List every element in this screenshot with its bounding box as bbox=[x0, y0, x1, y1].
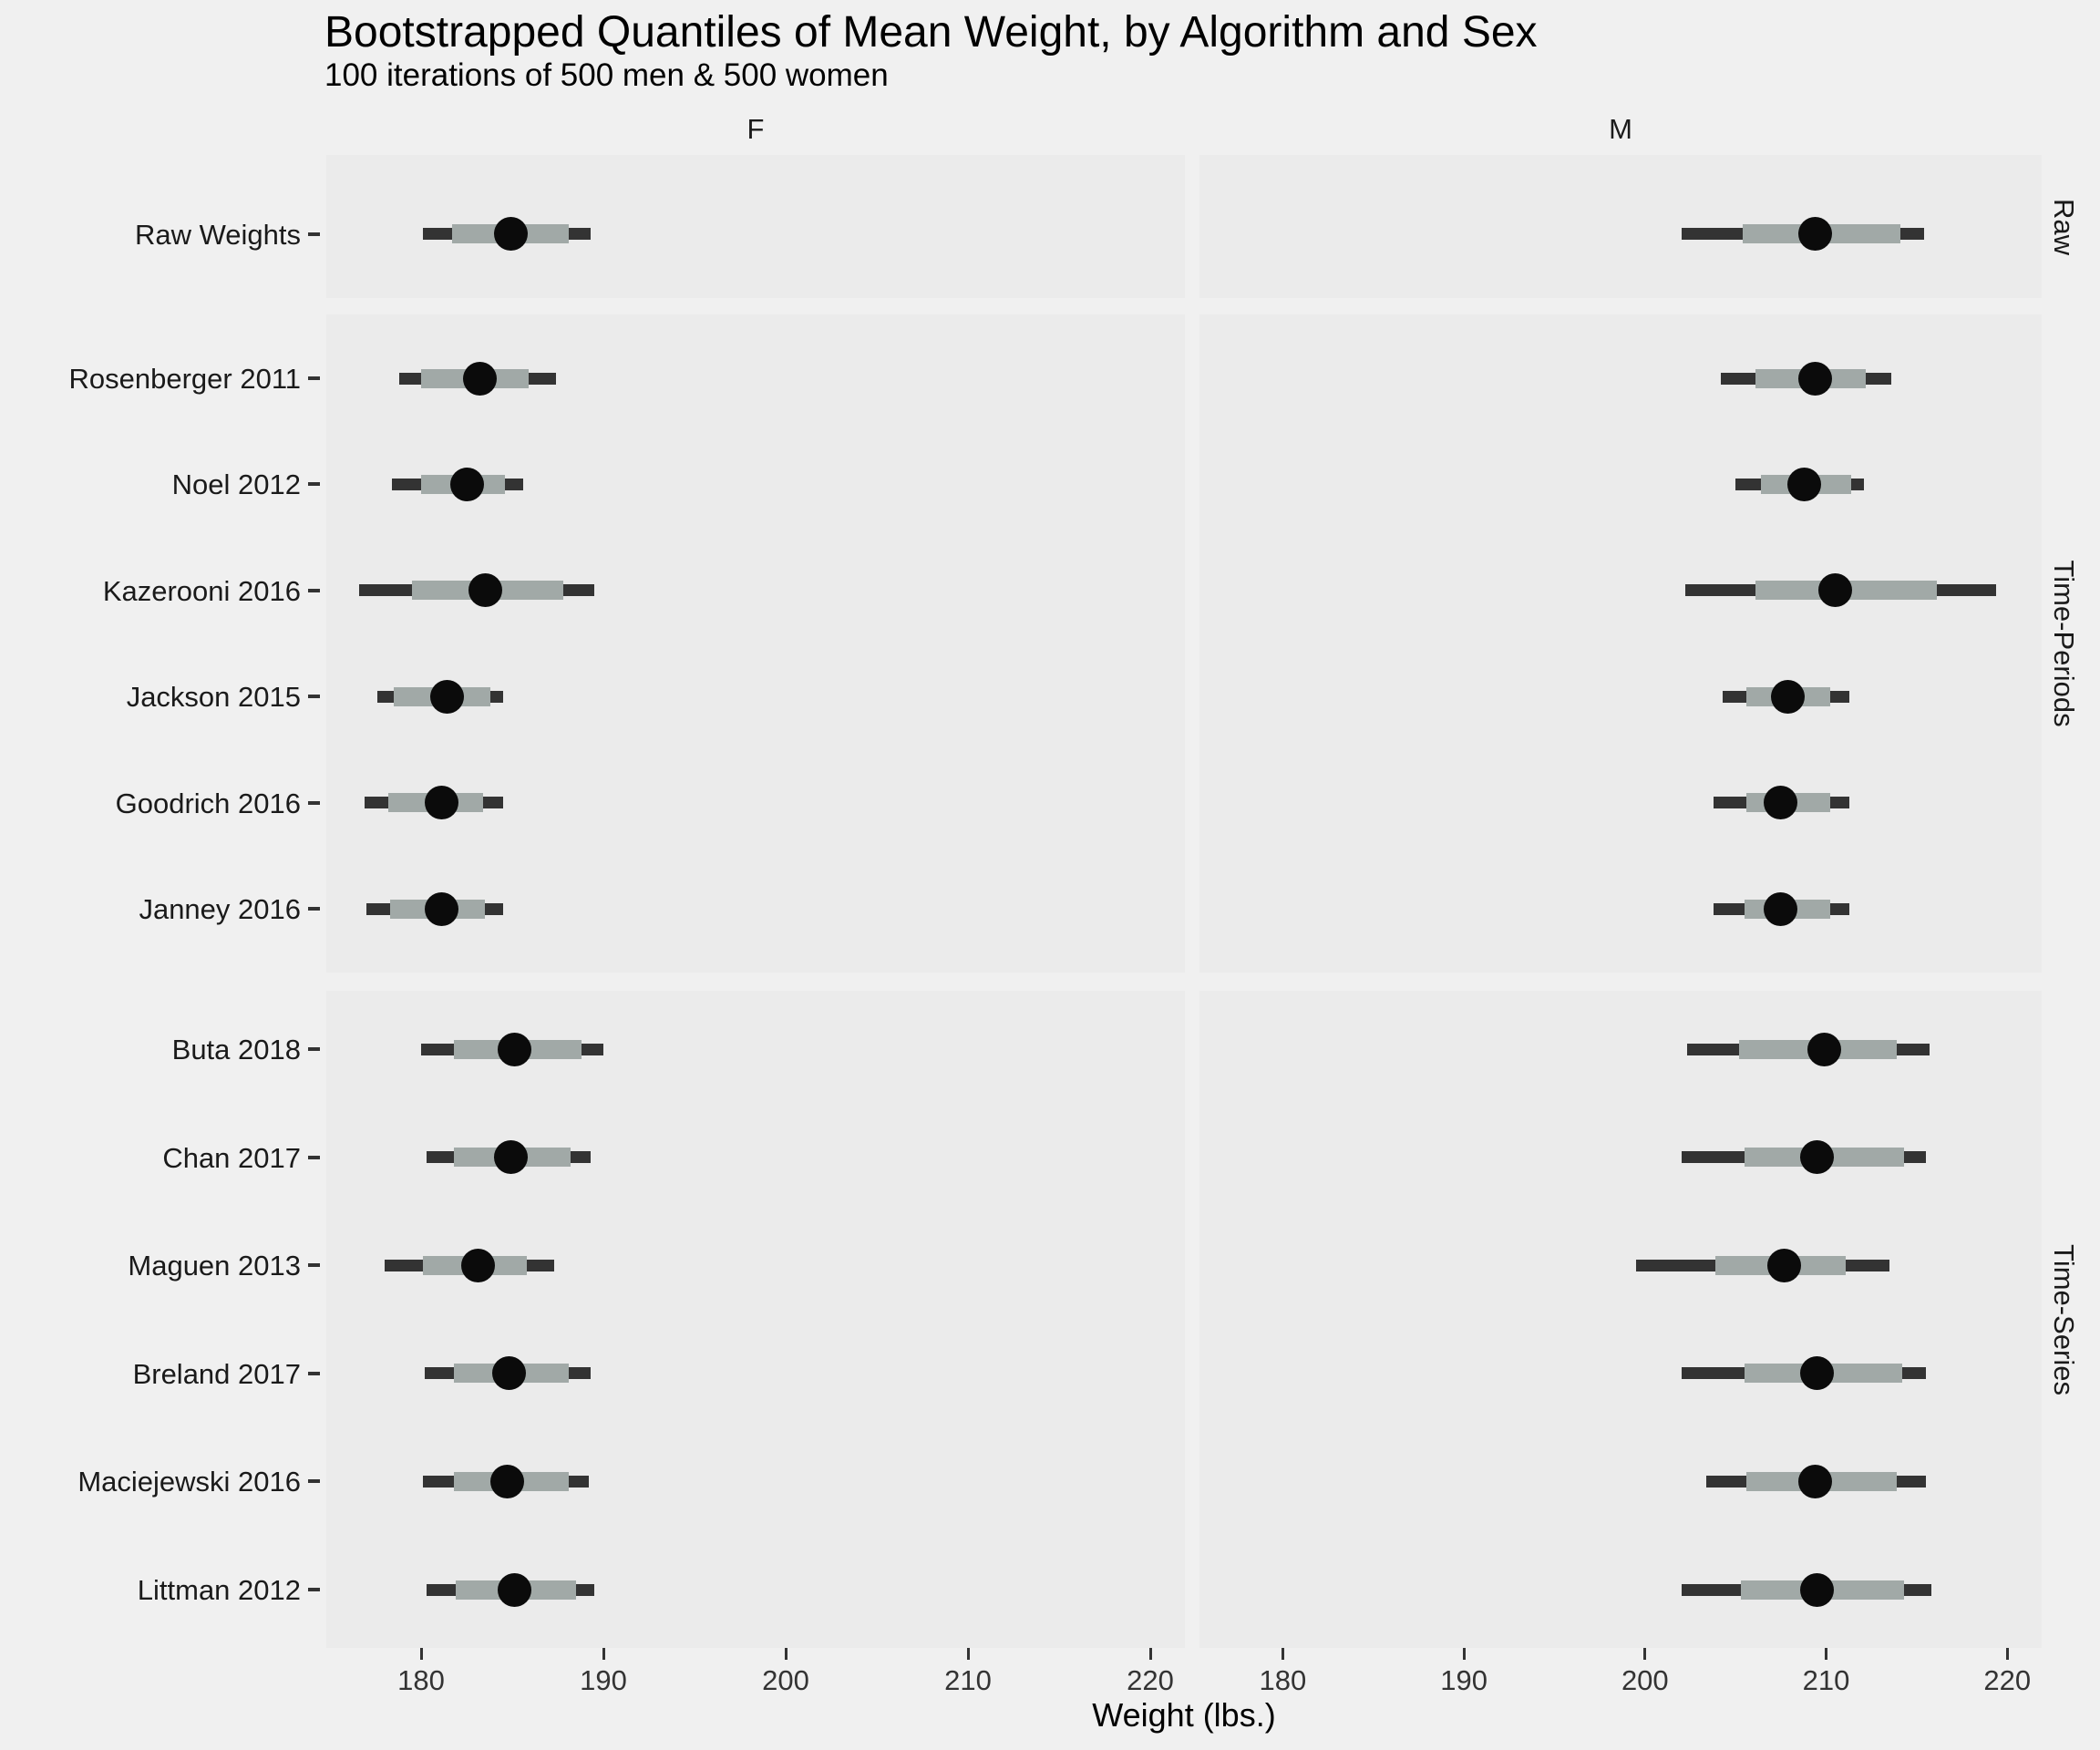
x-axis-tick bbox=[966, 1648, 970, 1660]
x-axis-tick-label: 220 bbox=[1983, 1664, 2032, 1696]
y-axis-tick bbox=[308, 376, 320, 380]
median-point-f bbox=[493, 217, 528, 251]
x-axis-tick bbox=[1643, 1648, 1647, 1660]
y-axis-tick bbox=[308, 800, 320, 805]
x-axis-tick-label: 180 bbox=[397, 1664, 445, 1696]
x-axis-tick-label: 220 bbox=[1127, 1664, 1174, 1696]
median-point-f bbox=[489, 1464, 524, 1498]
plot-subtitle: 100 iterations of 500 men & 500 women bbox=[324, 57, 889, 93]
median-point-f bbox=[429, 679, 464, 714]
facet-panel-f-time-series bbox=[326, 991, 1185, 1648]
y-axis-tick bbox=[308, 695, 320, 699]
y-axis-label: Kazerooni 2016 bbox=[102, 574, 301, 607]
y-axis-label: Noel 2012 bbox=[171, 468, 301, 501]
y-axis-tick bbox=[308, 1479, 320, 1484]
median-point-f bbox=[462, 361, 497, 396]
x-axis-tick-label: 210 bbox=[944, 1664, 992, 1696]
y-axis-label: Buta 2018 bbox=[171, 1034, 301, 1065]
x-axis-tick bbox=[602, 1648, 605, 1660]
y-axis-label: Raw Weights bbox=[134, 218, 301, 251]
median-point-m bbox=[1798, 1464, 1833, 1498]
facet-panel-m-time-series bbox=[1199, 991, 2042, 1648]
x-axis-tick-label: 180 bbox=[1259, 1664, 1307, 1696]
median-point-m bbox=[1798, 217, 1833, 251]
median-point-m bbox=[1764, 786, 1798, 820]
facet-panel-m-raw bbox=[1199, 155, 2042, 298]
x-axis-tick-label: 210 bbox=[1802, 1664, 1850, 1696]
y-axis-tick bbox=[308, 482, 320, 487]
median-point-f bbox=[497, 1572, 531, 1607]
facet-row-label-raw: Raw bbox=[2048, 198, 2080, 255]
median-point-m bbox=[1800, 1572, 1835, 1607]
median-point-m bbox=[1807, 1032, 1842, 1066]
median-point-f bbox=[497, 1032, 531, 1066]
median-point-f bbox=[493, 1140, 528, 1175]
y-axis-label: Rosenberger 2011 bbox=[68, 363, 302, 395]
median-point-f bbox=[468, 573, 502, 608]
y-axis-tick bbox=[308, 907, 320, 911]
facet-column-label-m: M bbox=[1609, 113, 1632, 145]
median-point-m bbox=[1764, 891, 1798, 926]
y-axis-tick bbox=[308, 1371, 320, 1375]
x-axis-tick bbox=[1281, 1648, 1284, 1660]
y-axis-label: Chan 2017 bbox=[162, 1141, 301, 1174]
median-point-m bbox=[1800, 1140, 1835, 1175]
y-axis-label: Jackson 2015 bbox=[126, 681, 301, 714]
y-axis-tick bbox=[308, 1588, 320, 1591]
y-axis-label: Maciejewski 2016 bbox=[77, 1466, 301, 1498]
x-axis-tick bbox=[1825, 1648, 1828, 1660]
x-axis-tick-label: 200 bbox=[1621, 1664, 1669, 1696]
median-point-m bbox=[1817, 573, 1852, 608]
y-axis-tick bbox=[308, 232, 320, 236]
y-axis-tick bbox=[308, 1047, 320, 1051]
median-point-m bbox=[1787, 467, 1822, 501]
y-axis-label: Breland 2017 bbox=[132, 1357, 301, 1390]
median-point-m bbox=[1767, 1248, 1802, 1282]
y-axis-tick bbox=[308, 1155, 320, 1159]
x-axis-tick-label: 190 bbox=[580, 1664, 627, 1696]
x-axis-title: Weight (lbs.) bbox=[1092, 1696, 1276, 1734]
median-point-m bbox=[1771, 679, 1806, 714]
x-axis-tick-label: 200 bbox=[762, 1664, 809, 1696]
median-point-f bbox=[460, 1248, 495, 1282]
x-axis-tick bbox=[419, 1648, 423, 1660]
median-point-f bbox=[449, 467, 484, 501]
y-axis-label: Goodrich 2016 bbox=[115, 787, 301, 819]
x-axis-tick bbox=[1148, 1648, 1152, 1660]
x-axis-tick bbox=[2005, 1648, 2009, 1660]
median-point-m bbox=[1800, 1356, 1835, 1391]
y-axis-label: Maguen 2013 bbox=[128, 1250, 301, 1282]
facet-column-label-f: F bbox=[746, 113, 765, 145]
plot-title: Bootstrapped Quantiles of Mean Weight, b… bbox=[324, 8, 1538, 57]
x-axis-tick-label: 190 bbox=[1440, 1664, 1488, 1696]
facet-panel-f-time-periods bbox=[326, 314, 1185, 973]
median-point-m bbox=[1798, 361, 1833, 396]
x-axis-tick bbox=[784, 1648, 788, 1660]
median-point-f bbox=[424, 786, 458, 820]
facet-row-label-time-periods: Time-Periods bbox=[2048, 560, 2080, 727]
facet-panel-m-time-periods bbox=[1199, 314, 2042, 973]
y-axis-tick bbox=[308, 588, 320, 592]
median-point-f bbox=[491, 1356, 526, 1391]
x-axis-tick bbox=[1462, 1648, 1466, 1660]
y-axis-label: Littman 2012 bbox=[137, 1574, 301, 1606]
median-point-f bbox=[424, 891, 458, 926]
facet-row-label-time-series: Time-Series bbox=[2048, 1243, 2080, 1395]
y-axis-label: Janney 2016 bbox=[139, 893, 301, 925]
y-axis-tick bbox=[308, 1263, 320, 1268]
